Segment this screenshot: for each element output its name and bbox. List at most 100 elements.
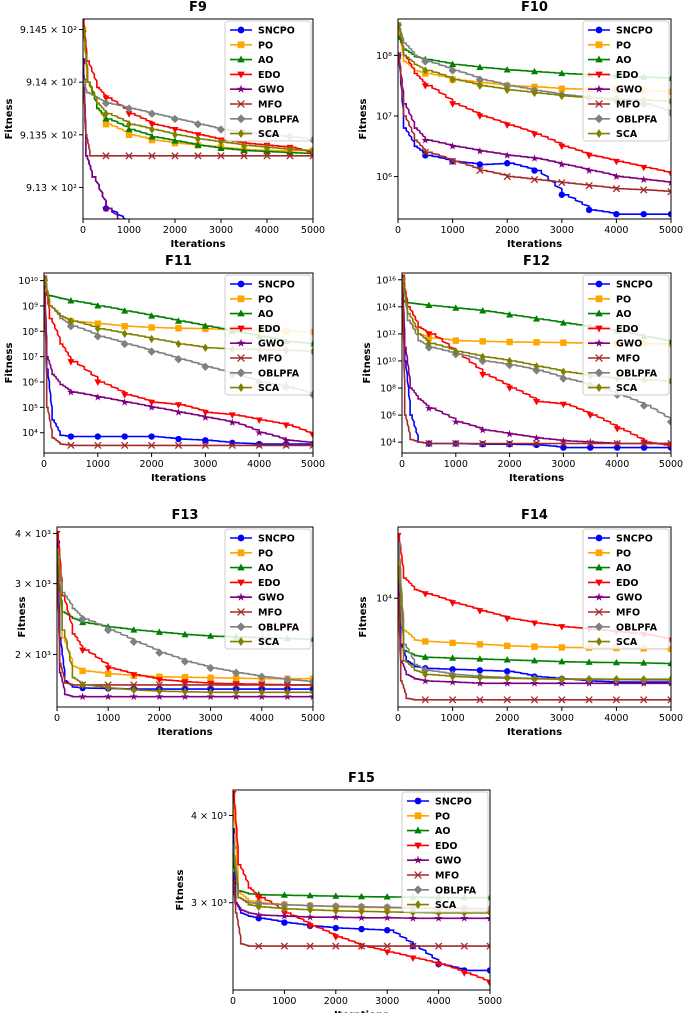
- y-tick-label: 10⁷: [376, 111, 392, 122]
- data-point-ao: [452, 304, 460, 311]
- data-point-sncpo: [121, 433, 128, 440]
- data-point-ao: [667, 74, 671, 81]
- data-point-sca: [479, 352, 486, 362]
- legend-label: SCA: [258, 129, 280, 140]
- legend-label: GWO: [435, 856, 461, 867]
- data-point-gwo: [228, 418, 237, 426]
- legend-item-ao: AO: [588, 309, 631, 320]
- data-point-oblpfa: [398, 540, 403, 550]
- y-tick-label: 10⁹: [22, 301, 38, 312]
- data-point-sncpo: [667, 210, 671, 218]
- legend-item-sncpo: SNCPO: [588, 534, 653, 545]
- legend-item-edo: EDO: [230, 70, 280, 81]
- legend-label: MFO: [616, 100, 640, 111]
- legend-marker: [237, 549, 245, 557]
- legend-marker: [237, 100, 245, 108]
- legend: SNCPO PO AO EDO GWO MFO OBLPFA SCA: [401, 791, 489, 913]
- y-tick-label: 10⁶: [380, 411, 396, 422]
- data-point-oblpfa: [559, 374, 568, 383]
- legend-item-sncpo: SNCPO: [230, 280, 295, 291]
- data-point-edo: [171, 126, 179, 134]
- x-axis-label: Iterations: [157, 727, 212, 738]
- data-point-gwo: [104, 692, 113, 701]
- data-point-ao: [171, 137, 179, 144]
- y-tick-label: 10¹⁰: [376, 356, 396, 367]
- legend-item-mfo: MFO: [230, 100, 282, 111]
- data-point-ao: [421, 653, 429, 660]
- data-point-ao: [201, 322, 209, 329]
- data-point-edo: [425, 331, 433, 338]
- legend-marker: [594, 338, 604, 347]
- legend-label: SNCPO: [258, 26, 295, 37]
- data-point-gwo: [478, 425, 487, 434]
- data-point-edo: [421, 83, 429, 90]
- x-tick-label: 2000: [140, 459, 164, 470]
- y-tick-label: 10¹⁰: [18, 276, 38, 287]
- data-point-sncpo: [585, 206, 593, 214]
- legend-item-sca: SCA: [230, 637, 280, 648]
- data-point-oblpfa: [147, 109, 157, 118]
- data-point-ao: [530, 67, 539, 75]
- data-point-mfo: [409, 942, 417, 950]
- data-point-gwo: [667, 679, 671, 687]
- legend-item-gwo: GWO: [407, 856, 461, 867]
- data-point-gwo: [255, 428, 264, 437]
- data-point-sca: [384, 907, 391, 917]
- legend-marker: [595, 534, 603, 542]
- data-point-sca: [126, 120, 132, 129]
- data-point-ao: [357, 892, 366, 900]
- y-axis-label: Fitness: [4, 99, 15, 140]
- y-tick-label: 9.145 × 10²: [20, 25, 77, 36]
- data-point-sca: [233, 851, 236, 861]
- data-point-sncpo: [148, 433, 155, 440]
- legend-label: SNCPO: [616, 534, 653, 545]
- data-point-mfo: [448, 696, 457, 704]
- legend-marker: [594, 622, 604, 632]
- data-point-mfo: [559, 439, 568, 448]
- legend-marker: [414, 842, 422, 850]
- x-axis-label: Iterations: [334, 1010, 389, 1013]
- data-point-oblpfa: [331, 902, 340, 911]
- y-axis-label: Fitness: [362, 343, 373, 384]
- legend-item-edo: EDO: [588, 324, 638, 335]
- legend-label: GWO: [258, 85, 284, 96]
- data-point-edo: [530, 620, 539, 627]
- legend-marker: [237, 608, 245, 616]
- legend-marker: [236, 622, 246, 632]
- data-point-sca: [487, 908, 490, 918]
- data-point-sca: [668, 675, 671, 684]
- legend-marker: [413, 885, 423, 895]
- y-axis-label: Fitness: [358, 597, 369, 638]
- data-point-ao: [383, 893, 391, 900]
- data-point-mfo: [309, 152, 313, 160]
- data-point-ao: [449, 60, 457, 68]
- legend-marker: [237, 71, 245, 79]
- legend-label: OBLPFA: [258, 368, 300, 379]
- series-line-sca: [57, 551, 313, 694]
- data-point-sca: [477, 81, 483, 90]
- x-tick-label: 1000: [272, 996, 296, 1007]
- legend-item-sca: SCA: [230, 383, 280, 394]
- data-point-po: [102, 121, 110, 128]
- data-point-oblpfa: [233, 843, 238, 852]
- data-point-gwo: [585, 166, 594, 174]
- data-point-sncpo: [310, 245, 316, 251]
- data-point-sca: [402, 275, 405, 284]
- legend-marker: [594, 114, 604, 124]
- legend-marker: [594, 592, 604, 601]
- data-point-gwo: [448, 142, 457, 150]
- legend-label: MFO: [258, 100, 282, 111]
- legend-item-ao: AO: [230, 563, 273, 574]
- data-point-mfo: [263, 152, 271, 160]
- data-point-mfo: [306, 942, 314, 950]
- legend-label: SCA: [258, 637, 280, 648]
- legend-item-po: PO: [588, 548, 631, 559]
- data-point-po: [148, 324, 155, 331]
- data-point-edo: [435, 961, 443, 969]
- data-point-gwo: [280, 912, 289, 920]
- data-point-sca: [668, 377, 671, 386]
- data-point-sca: [44, 273, 47, 283]
- series-line-edo: [57, 532, 313, 686]
- data-point-edo: [530, 131, 539, 138]
- data-point-mfo: [585, 696, 593, 704]
